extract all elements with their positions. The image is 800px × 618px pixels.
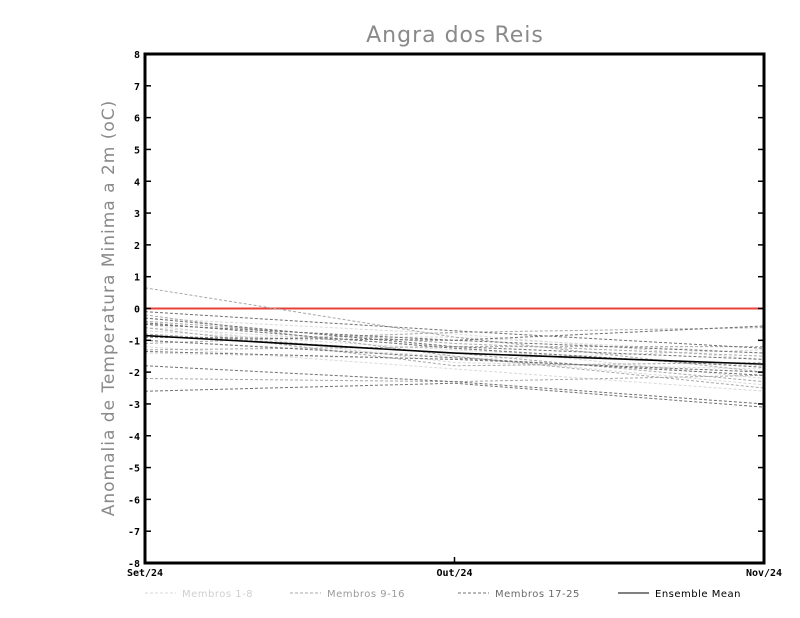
y-tick-label: -7 bbox=[128, 527, 140, 538]
legend-label-1: Membros 1-8 bbox=[182, 589, 253, 600]
y-tick-label: 8 bbox=[134, 50, 140, 61]
chart-title: Angra dos Reis bbox=[366, 23, 544, 48]
member-line-17 bbox=[144, 311, 765, 349]
y-tick-label: 1 bbox=[134, 273, 140, 284]
legend-label-3: Membros 17-25 bbox=[495, 589, 580, 600]
y-tick-label: -6 bbox=[128, 495, 140, 506]
member-line-19 bbox=[144, 350, 765, 373]
member-line-16 bbox=[144, 327, 765, 367]
member-line-3 bbox=[144, 339, 765, 386]
y-tick-label: -8 bbox=[128, 559, 140, 570]
y-tick-label: -2 bbox=[128, 368, 140, 379]
ensemble-mean-line bbox=[144, 334, 765, 365]
x-tick-label: Nov/24 bbox=[746, 568, 782, 579]
y-tick-layer: 8 7 6 5 4 3 2 1 0 -1 -2 -3 -4 -5 -6 -7 -8 bbox=[128, 50, 764, 570]
y-tick-label: -3 bbox=[128, 400, 140, 411]
legend-label-2: Membros 9-16 bbox=[327, 589, 405, 600]
member-line-23 bbox=[144, 325, 765, 341]
y-tick-label: -5 bbox=[128, 464, 140, 475]
legend: Membros 1-8 Membros 9-16 Membros 17-25 Ense… bbox=[145, 589, 741, 600]
member-line-4 bbox=[144, 349, 765, 360]
x-tick-layer: Set/24 Out/24 Nov/24 bbox=[127, 557, 782, 579]
member-line-21 bbox=[144, 382, 765, 408]
y-tick-label: 6 bbox=[134, 114, 140, 125]
x-tick-label: Out/24 bbox=[436, 568, 472, 579]
member-line-1 bbox=[144, 317, 765, 360]
y-tick-label: 0 bbox=[134, 305, 140, 316]
member-line-10 bbox=[144, 320, 765, 357]
y-tick-label: 2 bbox=[134, 241, 140, 252]
y-tick-label: 4 bbox=[134, 177, 140, 188]
member-line-24 bbox=[144, 339, 765, 376]
member-line-22 bbox=[144, 317, 765, 360]
y-tick-label: -4 bbox=[128, 432, 140, 443]
member-line-12 bbox=[144, 327, 765, 344]
member-line-5 bbox=[144, 323, 765, 370]
member-line-14 bbox=[144, 314, 765, 389]
y-tick-label: 3 bbox=[134, 209, 140, 220]
member-line-15 bbox=[144, 346, 764, 351]
member-line-6 bbox=[145, 336, 765, 354]
member-line-7 bbox=[144, 346, 765, 392]
y-tick-label: 7 bbox=[134, 82, 140, 93]
y-axis-label: Anomalia de Temperatura Minima a 2m (oC) bbox=[99, 100, 119, 517]
series-layer bbox=[144, 287, 765, 408]
member-line-13 bbox=[144, 374, 765, 383]
member-line-18 bbox=[144, 323, 765, 354]
y-tick-label: -1 bbox=[128, 336, 140, 347]
legend-label-4: Ensemble Mean bbox=[655, 589, 741, 600]
member-line-20 bbox=[144, 365, 765, 405]
x-tick-label: Set/24 bbox=[127, 568, 163, 579]
y-tick-label: 5 bbox=[134, 145, 140, 156]
